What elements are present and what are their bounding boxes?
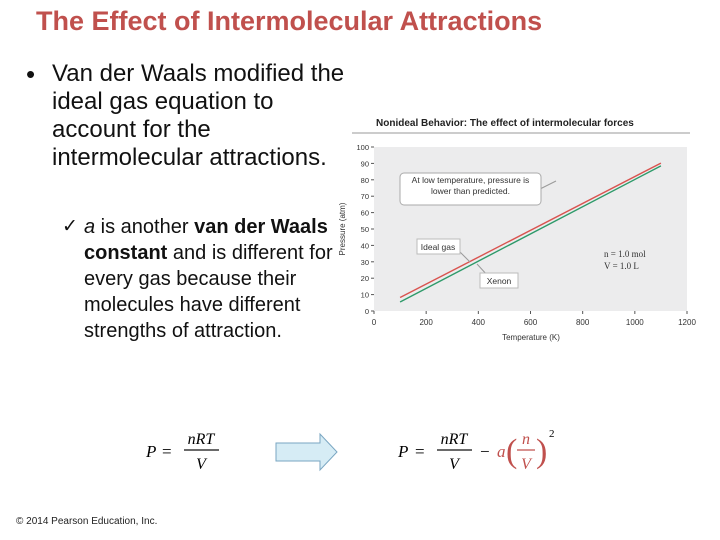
y-tick-label: 90 bbox=[361, 159, 369, 168]
x-axis-label: Temperature (K) bbox=[502, 333, 560, 342]
bullet-dot-icon: • bbox=[26, 59, 36, 89]
series-line-xenon bbox=[399, 165, 662, 303]
x-tick-label: 600 bbox=[524, 318, 538, 327]
sub-bullet-post: and is different for every gas because t… bbox=[84, 242, 333, 342]
eq2-minus: − bbox=[480, 442, 490, 461]
sub-bullet-text: a is another van der Waals constant and … bbox=[84, 214, 344, 344]
y-tick-label: 40 bbox=[361, 241, 369, 250]
eq2-numerator: nRT bbox=[441, 431, 469, 448]
eq2-right-paren: ) bbox=[536, 433, 547, 470]
series-line-ideal-gas bbox=[399, 162, 662, 299]
eq1-numerator: nRT bbox=[188, 431, 216, 448]
eq2-exponent: 2 bbox=[549, 428, 555, 440]
eq2-n: n bbox=[522, 431, 530, 448]
eq1-equals: = bbox=[162, 442, 172, 461]
volume-text: V = 1.0 L bbox=[604, 261, 639, 271]
series-lines bbox=[399, 162, 662, 303]
x-axis: 0 200 400 600 800 1000 1200 bbox=[372, 311, 696, 327]
ideal-gas-label: Ideal gas bbox=[421, 242, 456, 252]
x-tick-label: 1000 bbox=[626, 318, 644, 327]
x-tick-label: 800 bbox=[576, 318, 590, 327]
callout-text: At low temperature, pressure is lower th… bbox=[411, 175, 530, 196]
callout-box bbox=[399, 172, 542, 206]
chart-title: Nonideal Behavior: The effect of intermo… bbox=[376, 118, 634, 129]
x-tick-label: 200 bbox=[419, 318, 433, 327]
van-der-waals-equation: P = nRT V − a ( n V ) 2 bbox=[397, 428, 555, 473]
y-tick-label: 100 bbox=[356, 143, 369, 152]
checkmark-icon: ✓ bbox=[62, 216, 78, 237]
chart: Nonideal Behavior: The effect of intermo… bbox=[338, 118, 696, 342]
eq2-left-paren: ( bbox=[506, 433, 517, 470]
x-tick-label: 400 bbox=[472, 318, 486, 327]
y-tick-label: 20 bbox=[361, 274, 369, 283]
constant-a: a bbox=[84, 216, 96, 238]
sub-bullet-bold: van der Waals constant bbox=[84, 216, 328, 264]
y-tick-label: 60 bbox=[361, 209, 369, 218]
y-axis-label: Pressure (atm) bbox=[338, 202, 347, 255]
x-tick-label: 0 bbox=[372, 318, 377, 327]
y-tick-label: 80 bbox=[361, 176, 369, 185]
y-axis: 0 10 20 30 40 50 60 70 80 90 100 bbox=[356, 143, 374, 316]
ideal-gas-equation: P = nRT V bbox=[145, 431, 219, 473]
y-tick-label: 70 bbox=[361, 192, 369, 201]
xenon-label: Xenon bbox=[487, 276, 512, 286]
copyright-footer: © 2014 Pearson Education, Inc. bbox=[16, 516, 158, 527]
ideal-label-box bbox=[416, 238, 461, 255]
eq2-v: V bbox=[521, 456, 533, 473]
y-tick-label: 50 bbox=[361, 225, 369, 234]
y-tick-label: 30 bbox=[361, 258, 369, 267]
y-tick-label: 0 bbox=[365, 307, 369, 316]
sub-bullet-pre: is another bbox=[95, 216, 195, 238]
x-tick-label: 1200 bbox=[678, 318, 696, 327]
eq2-a: a bbox=[497, 442, 506, 461]
main-bullet-text: Van der Waals modified the ideal gas equ… bbox=[52, 60, 345, 171]
right-arrow-icon bbox=[275, 432, 338, 472]
eq1-lhs: P bbox=[145, 442, 156, 461]
slide-title: The Effect of Intermolecular Attractions bbox=[36, 6, 543, 36]
y-tick-label: 10 bbox=[361, 291, 369, 300]
callout-pointer bbox=[539, 180, 557, 190]
eq1-denominator: V bbox=[196, 456, 208, 473]
eq2-lhs: P bbox=[397, 442, 408, 461]
xenon-label-box bbox=[479, 272, 519, 289]
eq2-denominator: V bbox=[449, 456, 461, 473]
moles-text: n = 1.0 mol bbox=[604, 249, 646, 259]
eq2-equals: = bbox=[415, 442, 425, 461]
callout-text-wrap: At low temperature, pressure is lower th… bbox=[411, 175, 530, 196]
